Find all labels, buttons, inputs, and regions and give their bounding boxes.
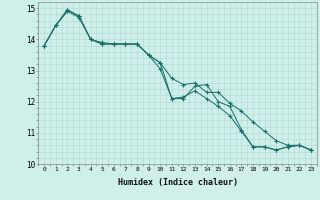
X-axis label: Humidex (Indice chaleur): Humidex (Indice chaleur) [118, 178, 238, 187]
